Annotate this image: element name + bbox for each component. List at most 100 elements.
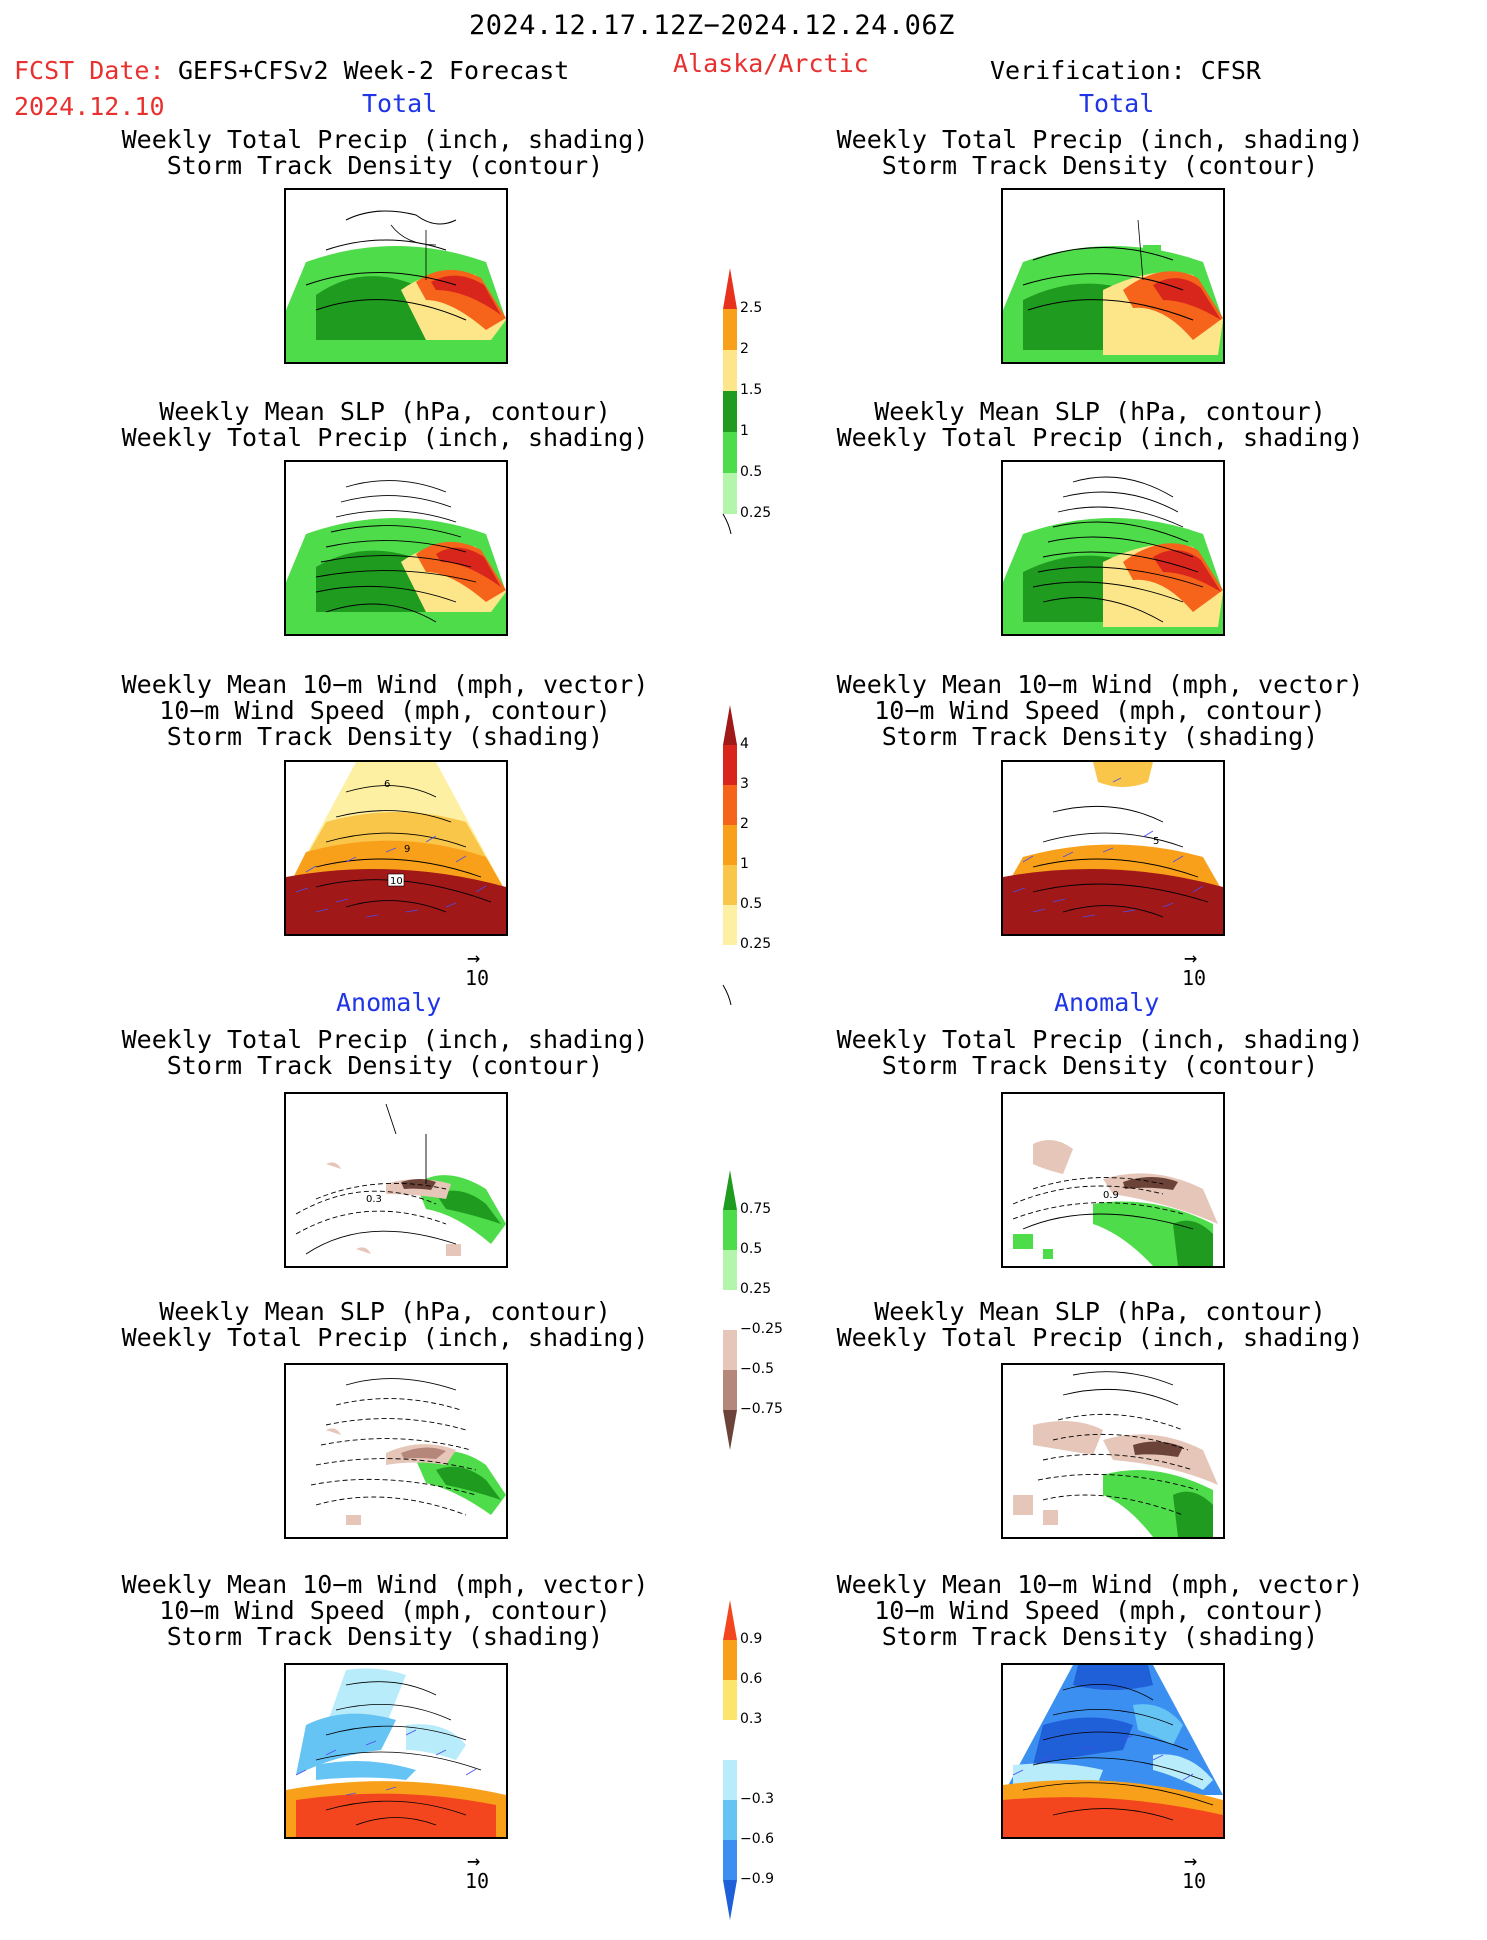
colorbar-swatch (723, 1330, 737, 1370)
colorbar-swatch (723, 1600, 737, 1640)
map-precip-storm-total-left (284, 188, 508, 364)
colorbar-swatch (723, 785, 737, 825)
colorbar-swatch (723, 1680, 737, 1720)
vector-reference-anom-left: → 10 (465, 1849, 490, 1894)
vector-reference-anom-right: → 10 (1182, 1849, 1207, 1894)
map-slp-precip-anom-left (284, 1363, 508, 1539)
colorbar-swatch (723, 1840, 737, 1880)
colorbar-tick-label: 0.5 (740, 464, 763, 480)
colorbar-tick-label: −0.9 (740, 1871, 774, 1887)
colorbar-swatch (723, 309, 737, 350)
colorbar-swatch (723, 705, 737, 745)
colorbar-tick-label: 2.5 (740, 300, 763, 316)
contour-label: 0.3 (366, 1194, 382, 1205)
section-anomaly-left: Anomaly (336, 988, 442, 1017)
panel-title-wind-storm-total-left: Weekly Mean 10−m Wind (mph, vector) 10−m … (121, 670, 649, 751)
colorbar-swatch (723, 432, 737, 473)
contour-label: 9 (404, 844, 410, 855)
map-wind-storm-anom-right (1001, 1663, 1225, 1839)
colorbar-storm_anom (723, 1600, 737, 1920)
colorbar-swatch (723, 1170, 737, 1210)
colorbar-tick-label: 0.9 (740, 1631, 763, 1647)
colorbar-tick-label: 1 (740, 423, 749, 439)
panel-title-wind-storm-anom-left: Weekly Mean 10−m Wind (mph, vector) 10−m … (121, 1570, 649, 1651)
colorbar-swatch (723, 1640, 737, 1680)
colorbar-precip_total (722, 268, 737, 534)
colorbar-swatch (723, 1800, 737, 1840)
panel-title-slp-precip-total-right: Weekly Mean SLP (hPa, contour) Weekly Tot… (836, 397, 1364, 452)
colorbar-swatch (723, 1760, 737, 1800)
colorbar-swatch (723, 865, 737, 905)
date-range-title: 2024.12.17.12Z−2024.12.24.06Z (469, 10, 955, 41)
colorbar-swatch (723, 745, 737, 785)
map-slp-precip-total-left (284, 460, 508, 636)
colorbar-swatch (723, 1210, 737, 1250)
contour-label: 6 (384, 779, 390, 790)
map-slp-precip-total-right (1001, 460, 1225, 636)
map-precip-storm-anom-left: 0.3 (284, 1092, 508, 1268)
panel-title-precip-storm-anom-right: Weekly Total Precip (inch, shading) Storm… (836, 1025, 1364, 1080)
section-total-left: Total (362, 89, 438, 118)
fcst-model: GEFS+CFSv2 Week-2 Forecast (178, 56, 570, 85)
colorbar-swatch (723, 1720, 737, 1760)
colorbar-tick-label: 0.25 (740, 936, 772, 952)
fcst-date: 2024.12.10 (14, 92, 165, 121)
colorbar-swatch (723, 825, 737, 865)
map-wind-storm-total-right: 5 (1001, 760, 1225, 936)
colorbar-swatch (723, 905, 737, 945)
panel-title-slp-precip-total-left: Weekly Mean SLP (hPa, contour) Weekly Tot… (121, 397, 649, 452)
colorbar-swatch (723, 268, 737, 309)
colorbar-tick-label: −0.25 (740, 1321, 783, 1337)
colorbar-tick-label: −0.6 (740, 1831, 774, 1847)
colorbar-tick-label: 0.75 (740, 1201, 772, 1217)
panel-title-slp-precip-anom-left: Weekly Mean SLP (hPa, contour) Weekly Tot… (121, 1297, 649, 1352)
colorbar-tick-label: 3 (740, 776, 749, 792)
map-wind-storm-total-left: 6 9 10 (284, 760, 508, 936)
contour-label: 10 (390, 876, 403, 887)
section-anomaly-right: Anomaly (1054, 988, 1160, 1017)
colorbar-tick-label: 0.25 (740, 505, 772, 521)
panel-title-precip-storm-total-left: Weekly Total Precip (inch, shading) Storm… (121, 125, 649, 180)
colorbar-swatch (723, 945, 737, 985)
map-precip-storm-anom-right: 0.9 (1001, 1092, 1225, 1268)
vector-reference-total-left: → 10 (465, 946, 490, 991)
colorbar-swatch (723, 1290, 737, 1330)
panel-title-wind-storm-total-right: Weekly Mean 10−m Wind (mph, vector) 10−m … (836, 670, 1364, 751)
colorbar-swatch (723, 1250, 737, 1290)
colorbar-tick-label: 1.5 (740, 382, 763, 398)
colorbar-tick-label: −0.75 (740, 1401, 783, 1417)
panel-title-slp-precip-anom-right: Weekly Mean SLP (hPa, contour) Weekly Tot… (836, 1297, 1364, 1352)
colorbar-tick-label: 4 (740, 736, 749, 752)
colorbar-tick-label: 0.6 (740, 1671, 763, 1687)
colorbar-tick-label: −0.3 (740, 1791, 774, 1807)
region-title: Alaska/Arctic (673, 49, 869, 78)
colorbar-tick-label: 2 (740, 341, 749, 357)
section-total-right: Total (1079, 89, 1155, 118)
panel-title-precip-storm-total-right: Weekly Total Precip (inch, shading) Storm… (836, 125, 1364, 180)
contour-label: 5 (1153, 836, 1159, 847)
colorbar-tick-label: 1 (740, 856, 749, 872)
map-precip-storm-total-right (1001, 188, 1225, 364)
vector-reference-total-right: → 10 (1182, 946, 1207, 991)
colorbar-storm_total (722, 705, 737, 1005)
colorbar-tick-label: 0.5 (740, 1241, 763, 1257)
map-wind-storm-anom-left (284, 1663, 508, 1839)
map-slp-precip-anom-right (1001, 1363, 1225, 1539)
colorbar-swatch (723, 1880, 737, 1920)
verification-label: Verification: CFSR (990, 56, 1261, 85)
colorbar-tick-label: 0.5 (740, 896, 763, 912)
fcst-label: FCST Date: (14, 56, 165, 85)
colorbar-tick-label: 0.3 (740, 1711, 763, 1727)
colorbar-tick-label: −0.5 (740, 1361, 774, 1377)
colorbar-precip_anom (723, 1170, 737, 1450)
colorbar-swatch (723, 473, 737, 514)
panel-title-wind-storm-anom-right: Weekly Mean 10−m Wind (mph, vector) 10−m … (836, 1570, 1364, 1651)
colorbar-swatch (723, 1410, 737, 1450)
contour-label: 0.9 (1103, 1190, 1119, 1201)
colorbar-tick-label: 0.25 (740, 1281, 772, 1297)
colorbar-swatch (723, 350, 737, 391)
colorbar-tick-label: 2 (740, 816, 749, 832)
colorbar-swatch (723, 391, 737, 432)
panel-title-precip-storm-anom-left: Weekly Total Precip (inch, shading) Storm… (121, 1025, 649, 1080)
colorbar-swatch (723, 1370, 737, 1410)
